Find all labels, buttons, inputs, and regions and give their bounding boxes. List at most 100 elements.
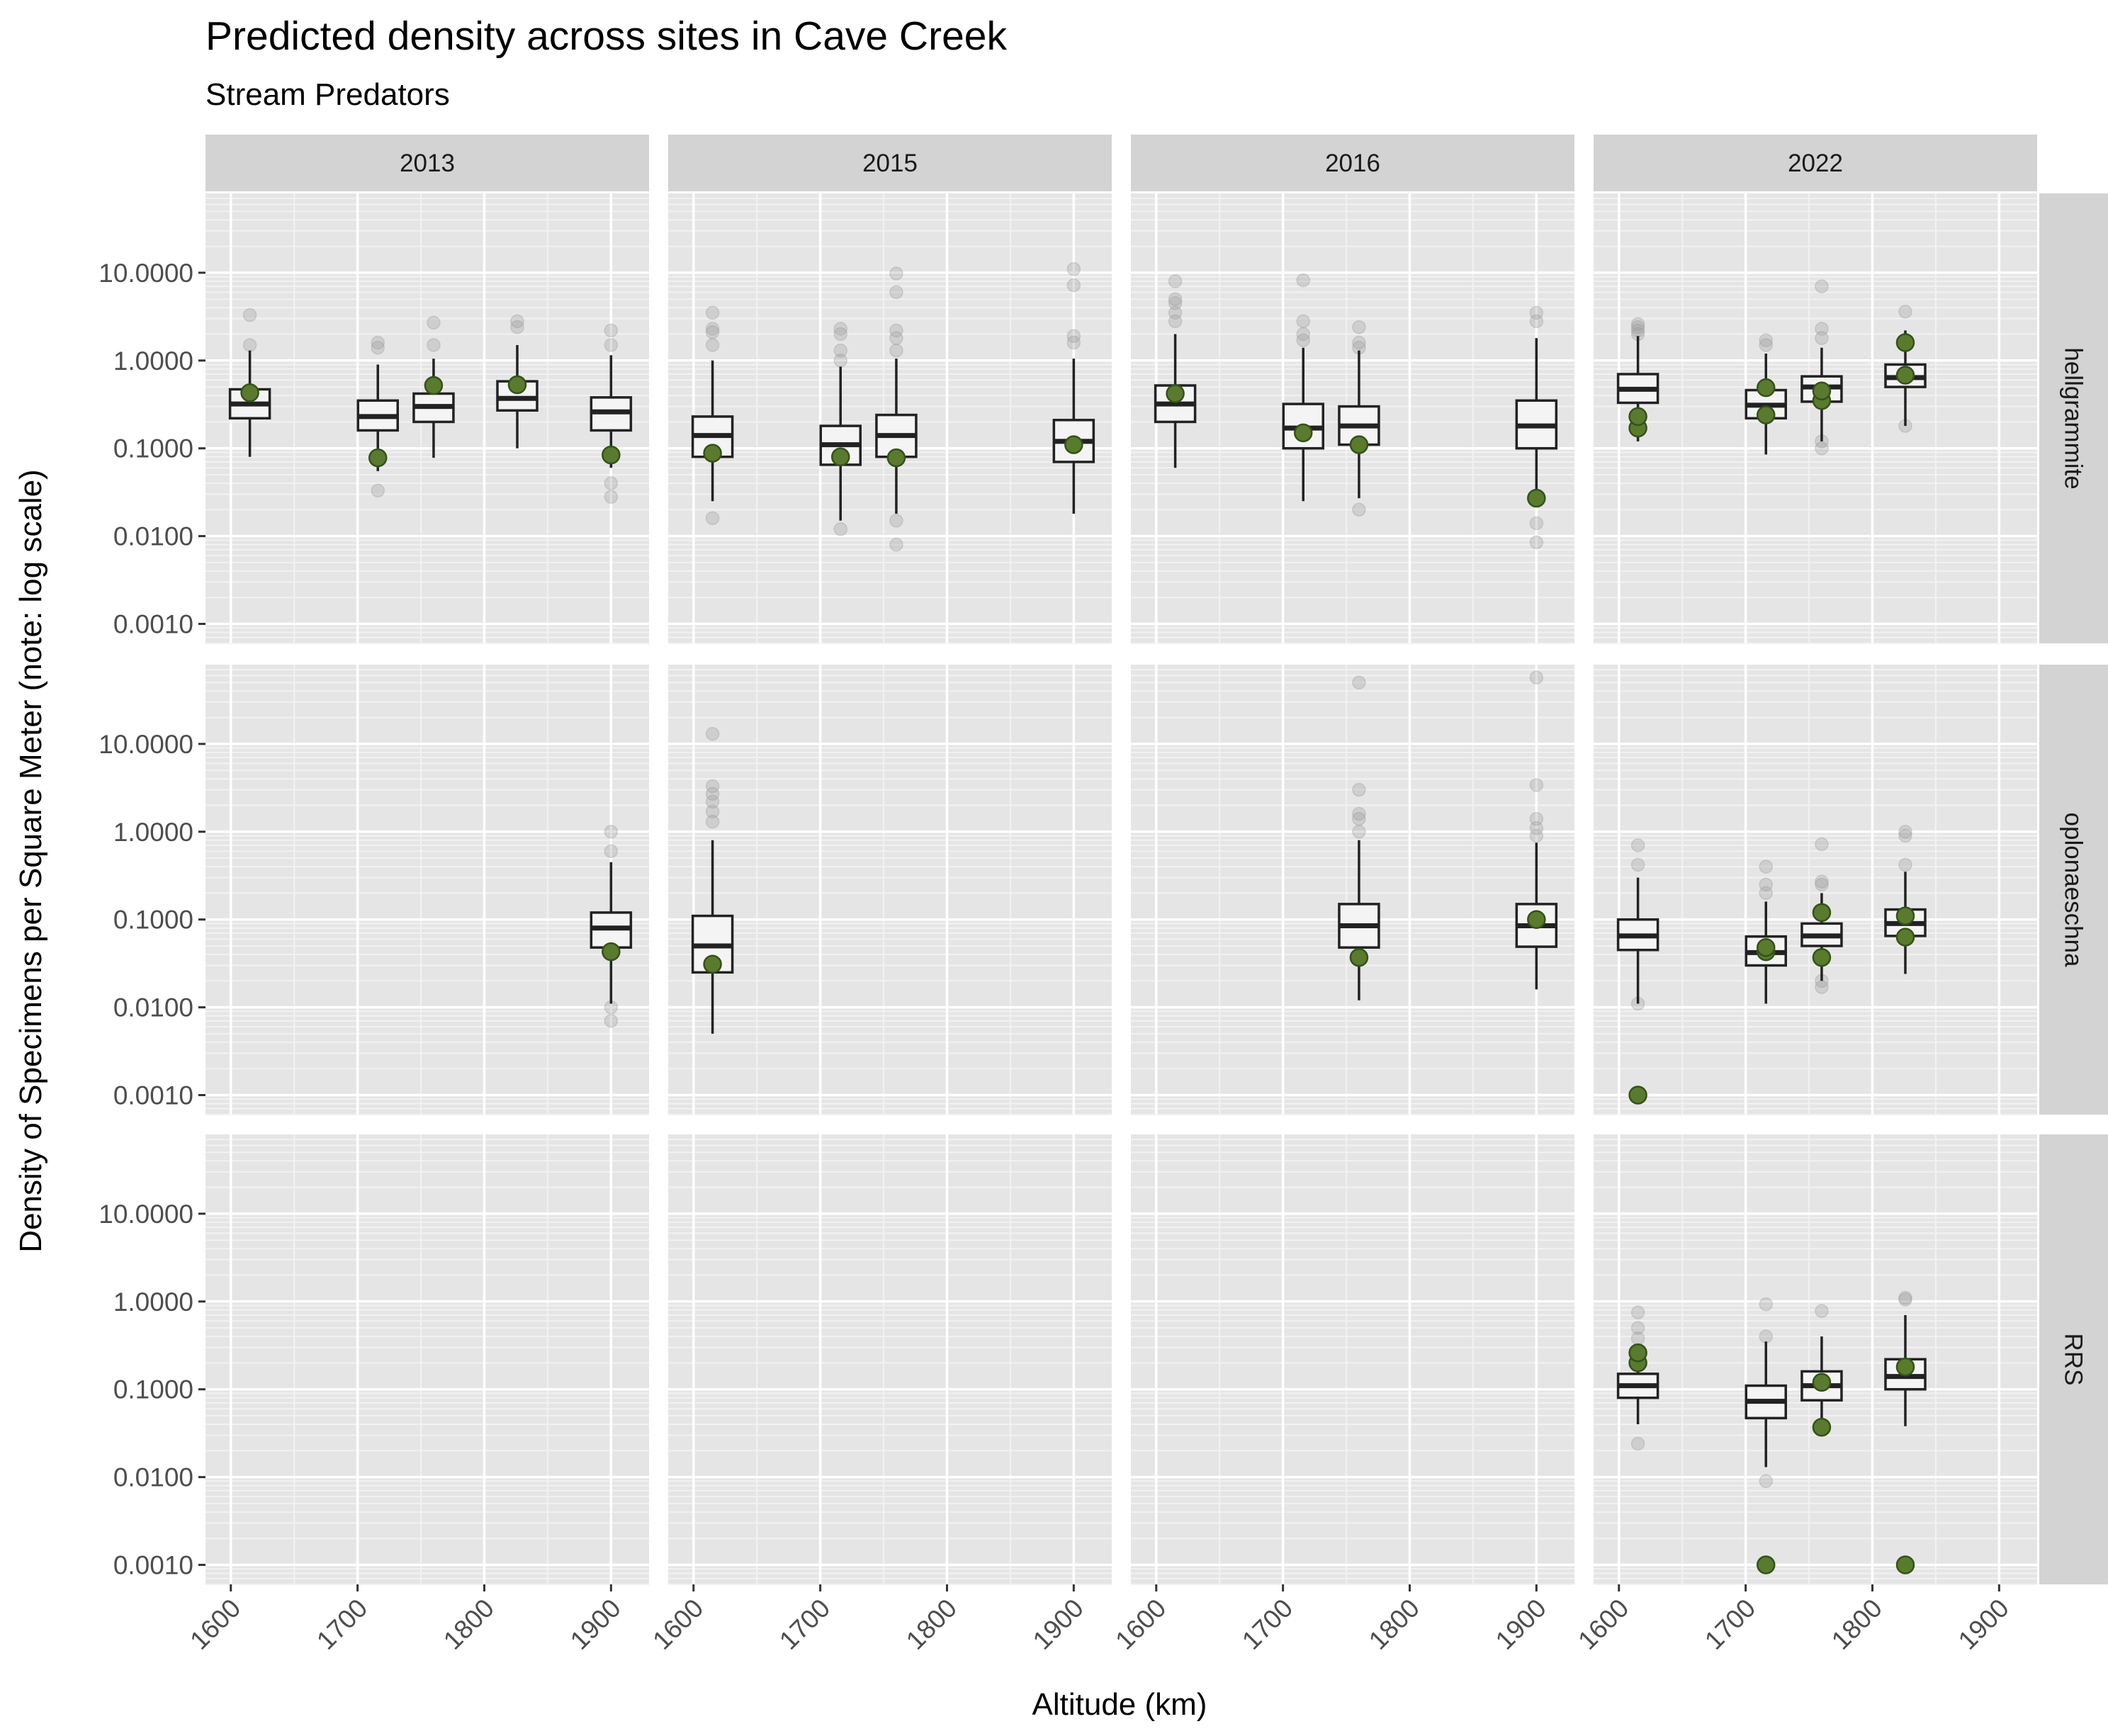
box-1826 [1884, 305, 1927, 433]
outlier-point [1898, 828, 1912, 843]
box-1615 [228, 308, 271, 457]
outlier-point [1529, 828, 1544, 843]
outlier-point [1630, 857, 1645, 872]
box-1716 [819, 322, 862, 536]
observed-point [1349, 947, 1369, 967]
box-1760 [412, 315, 455, 458]
panel-background [668, 1134, 1112, 1584]
outlier-point [889, 343, 903, 358]
outlier-point [1066, 335, 1081, 350]
outlier-point [510, 320, 524, 334]
outlier-point [1529, 811, 1544, 826]
outlier-point [1352, 320, 1366, 334]
x-tick-label: 1800 [901, 1594, 962, 1655]
outlier-point [833, 327, 847, 342]
panel-background [1594, 1134, 2037, 1584]
observed-point [368, 448, 388, 468]
panel-background [205, 1134, 649, 1584]
outlier-point [1898, 1290, 1912, 1305]
observed-point [1628, 1086, 1647, 1105]
strip-RRS [2039, 1134, 2108, 1584]
observed-point [703, 444, 722, 463]
outlier-point [1296, 333, 1310, 347]
box-1900 [1515, 670, 1558, 990]
strip-label-2022: 2022 [1788, 150, 1843, 177]
outlier-point [833, 522, 847, 536]
panel-background [1131, 1134, 1574, 1584]
panel-hellgrammite-2013 [205, 193, 649, 644]
outlier-point [1529, 314, 1544, 329]
y-tick-label: 0.0100 [113, 993, 193, 1022]
y-tick-label: 1.0000 [113, 1287, 193, 1317]
outlier-point [705, 779, 720, 794]
box-1760 [1800, 279, 1843, 456]
outlier-point [1352, 825, 1366, 839]
strip-label-RRS: RRS [2060, 1334, 2087, 1386]
outlier-point [705, 794, 720, 809]
outlier-point [1296, 327, 1310, 342]
box-1900 [1052, 262, 1095, 514]
outlier-point [889, 323, 903, 338]
observed-point [1895, 906, 1915, 925]
panel-RRS-2016 [1131, 1134, 1574, 1585]
outlier-point [242, 338, 257, 352]
strip-label-2016: 2016 [1325, 150, 1380, 177]
panel-hellgrammite-2015 [668, 193, 1112, 644]
panel-RRS-2013 [205, 1134, 649, 1585]
outlier-point [1759, 1329, 1773, 1343]
observed-point [1756, 937, 1776, 957]
y-tick-label: 0.0010 [113, 1081, 193, 1110]
outlier-point [705, 511, 720, 526]
observed-point [1812, 903, 1832, 923]
observed-point [1293, 423, 1313, 443]
outlier-point [1168, 274, 1183, 288]
outlier-point [1630, 317, 1645, 332]
box-1716 [1745, 1297, 1787, 1574]
outlier-point [1759, 1297, 1773, 1312]
outlier-point [889, 537, 903, 552]
outlier-point [705, 787, 720, 801]
box-1900 [590, 825, 633, 1028]
strip-label-2013: 2013 [400, 150, 455, 177]
observed-point [602, 942, 621, 962]
outlier-point [1352, 502, 1366, 517]
observed-point [507, 375, 527, 395]
box-1760 [875, 266, 918, 552]
box-1615 [691, 305, 734, 526]
observed-point [1812, 381, 1832, 401]
outlier-point [1352, 782, 1366, 797]
strip-2022 [1594, 135, 2037, 191]
outlier-point [604, 844, 619, 859]
x-tick-label: 1900 [1490, 1594, 1552, 1655]
outlier-point [1759, 1474, 1773, 1489]
outlier-point [705, 727, 720, 741]
panel-oplonaeschna-2022 [1594, 665, 2037, 1115]
outlier-point [1815, 877, 1829, 892]
outlier-point [833, 322, 847, 336]
observed-point [1895, 1555, 1915, 1574]
observed-point [1527, 488, 1546, 508]
outlier-point [1898, 305, 1912, 319]
x-tick-label: 1800 [1363, 1594, 1425, 1655]
observed-point [830, 447, 850, 466]
y-tick-label: 10.0000 [98, 730, 193, 759]
observed-point [1756, 405, 1776, 424]
panel-background [1131, 665, 1574, 1115]
strip-label-hellgrammite: hellgrammite [2060, 347, 2087, 489]
observed-point [1895, 333, 1915, 352]
outlier-point [1630, 1305, 1645, 1320]
outlier-point [1630, 1321, 1645, 1335]
box-1716 [356, 335, 399, 498]
box-1826 [496, 314, 539, 449]
outlier-point [1815, 322, 1829, 336]
outlier-point [604, 490, 619, 504]
outlier-point [371, 335, 385, 350]
outlier-point [1815, 441, 1829, 456]
box-1615 [1154, 274, 1197, 468]
outlier-point [604, 338, 619, 352]
y-tick-label: 0.0010 [113, 1551, 193, 1580]
x-tick-label: 1900 [565, 1594, 626, 1655]
observed-point [424, 376, 444, 395]
observed-point [703, 954, 722, 974]
box-1900 [590, 323, 633, 504]
